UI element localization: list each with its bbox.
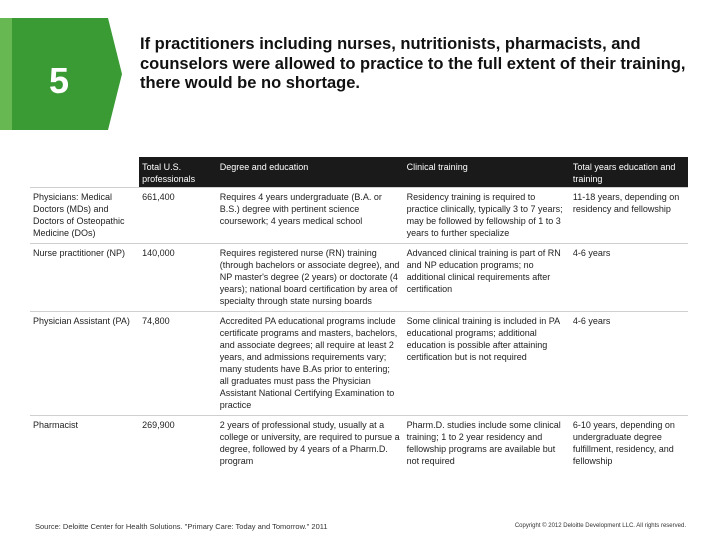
row-total-years: 4-6 years	[569, 243, 688, 312]
table-row: Pharmacist 269,900 2 years of profession…	[30, 415, 688, 471]
comparison-table: Total U.S. professionals Degree and educ…	[30, 157, 688, 471]
row-total-professionals: 74,800	[139, 311, 217, 416]
table-row: Physicians: Medical Doctors (MDs) and Do…	[30, 187, 688, 244]
badge-shape	[0, 18, 122, 130]
row-total-professionals: 661,400	[139, 187, 217, 244]
row-degree-education: Requires 4 years undergraduate (B.A. or …	[216, 187, 404, 244]
copyright-note: Copyright © 2012 Deloitte Development LL…	[514, 523, 686, 529]
source-note: Source: Deloitte Center for Health Solut…	[35, 522, 328, 531]
row-degree-education: 2 years of professional study, usually a…	[216, 415, 404, 471]
table-header-row: Total U.S. professionals Degree and educ…	[30, 157, 688, 188]
row-total-years: 11-18 years, depending on residency and …	[569, 187, 688, 244]
section-number-badge: 5	[0, 18, 122, 130]
row-clinical-training: Some clinical training is included in PA…	[403, 311, 570, 416]
row-total-professionals: 140,000	[139, 243, 217, 312]
table-row: Physician Assistant (PA) 74,800 Accredit…	[30, 311, 688, 416]
section-number: 5	[48, 60, 70, 101]
header-clinical-training: Clinical training	[403, 157, 570, 188]
row-degree-education: Accredited PA educational programs inclu…	[216, 311, 404, 416]
row-clinical-training: Residency training is required to practi…	[403, 187, 570, 244]
header-total-years: Total years education and training	[569, 157, 688, 188]
row-profession: Physicians: Medical Doctors (MDs) and Do…	[30, 187, 140, 244]
header-cell-empty	[30, 157, 140, 188]
header-degree-education: Degree and education	[216, 157, 404, 188]
row-clinical-training: Advanced clinical training is part of RN…	[403, 243, 570, 312]
row-total-professionals: 269,900	[139, 415, 217, 471]
row-profession: Physician Assistant (PA)	[30, 311, 140, 416]
row-total-years: 4-6 years	[569, 311, 688, 416]
table-row: Nurse practitioner (NP) 140,000 Requires…	[30, 243, 688, 312]
row-total-years: 6-10 years, depending on undergraduate d…	[569, 415, 688, 471]
row-profession: Nurse practitioner (NP)	[30, 243, 140, 312]
row-degree-education: Requires registered nurse (RN) training …	[216, 243, 404, 312]
slide-headline: If practitioners including nurses, nutri…	[140, 35, 686, 92]
row-profession: Pharmacist	[30, 415, 140, 471]
row-clinical-training: Pharm.D. studies include some clinical t…	[403, 415, 570, 471]
header-total-professionals: Total U.S. professionals	[139, 157, 217, 188]
